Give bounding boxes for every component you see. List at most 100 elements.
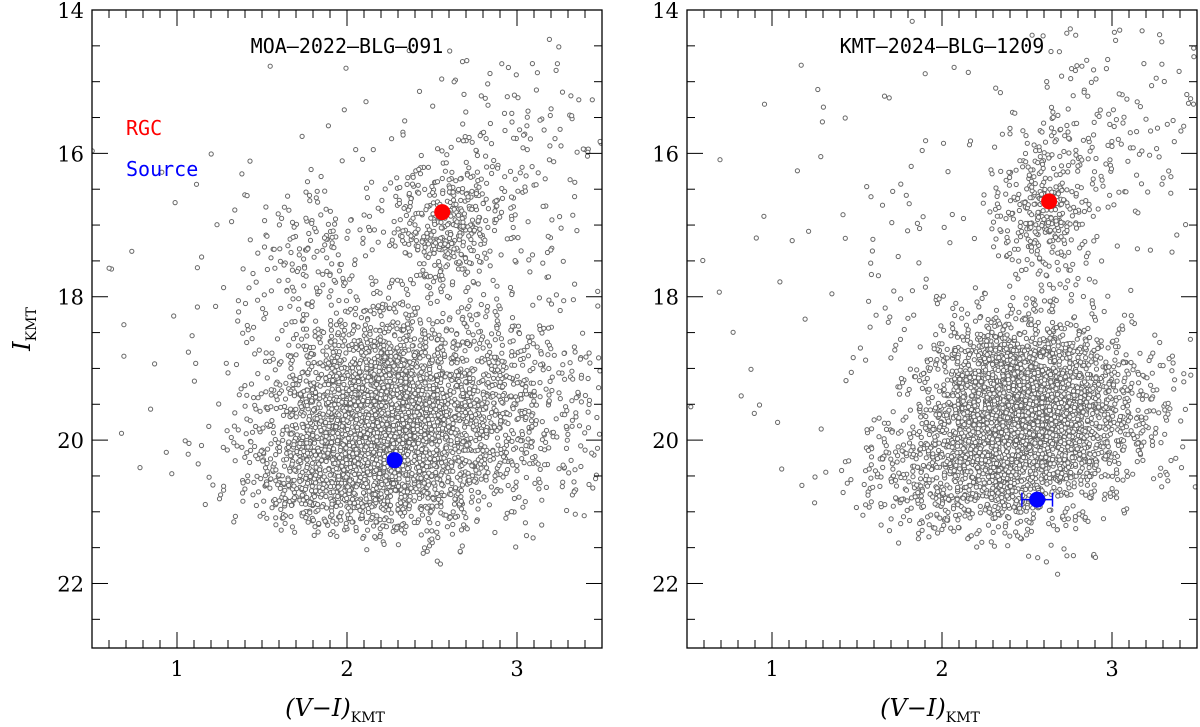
star-point [439,148,445,154]
star-point [417,495,423,501]
star-point [363,435,369,441]
star-point [367,331,373,337]
star-point [424,548,430,554]
star-point [319,504,325,510]
star-point [480,345,486,351]
star-point [514,380,520,386]
star-point [571,344,578,350]
star-point [351,490,357,496]
star-point [345,228,351,234]
star-point [335,330,341,336]
star-point [405,457,411,463]
star-point [374,513,380,519]
star-point [444,293,451,299]
star-point [528,439,534,445]
star-point [320,485,326,491]
star-point [489,170,495,177]
star-point [313,488,319,494]
star-point [578,463,584,470]
star-point [568,93,574,99]
star-point [505,64,511,71]
star-point [534,344,540,350]
star-point [514,463,520,469]
star-point [451,501,458,507]
star-point [263,389,269,395]
star-point [318,427,324,433]
star-point [460,121,466,127]
star-point [376,364,382,370]
star-point [273,393,279,399]
star-point [370,422,376,428]
star-point [239,444,245,450]
star-point [587,360,593,366]
star-point [365,317,371,323]
star-point [242,454,248,460]
star-point [378,402,384,408]
star-point [594,445,601,451]
star-point [345,426,351,433]
star-point [390,422,397,428]
panel-left-cmd: 1 2 31416182022MOA–2022–BLG–091(V−I)KMTIKM… [8,0,603,726]
star-point [148,406,154,412]
star-point [365,374,371,380]
star-point [370,303,376,309]
star-point [576,423,583,429]
star-point [255,489,262,495]
star-point [432,274,438,280]
star-point [359,385,366,391]
star-point [385,360,391,366]
star-point [291,495,297,501]
star-point [421,480,427,486]
star-point [385,295,392,301]
star-point [463,432,469,438]
star-point [279,215,285,221]
star-point [254,473,260,479]
star-point [434,298,440,304]
star-point [354,450,360,456]
star-point [322,188,328,194]
star-point [459,59,466,65]
star-point [341,381,347,388]
star-point [485,81,491,87]
star-point [441,351,447,357]
star-point [359,512,365,519]
star-point [429,435,435,441]
star-point [468,487,474,494]
star-point [317,288,323,295]
star-point [400,467,407,473]
star-point [309,483,315,489]
star-point [521,460,527,466]
star-point [459,266,465,272]
star-point [443,328,449,334]
star-point [293,414,299,420]
star-point [221,483,227,489]
star-point [315,375,321,382]
star-point [262,218,268,224]
star-point [445,474,451,480]
star-point [238,386,244,392]
star-point [539,497,545,503]
star-point [414,272,420,279]
star-point [384,421,390,427]
star-point [450,197,457,203]
star-point [420,267,426,273]
source-marker-left [386,452,403,469]
star-point [451,206,457,212]
star-point [315,501,321,508]
star-point [281,204,287,210]
star-point [568,457,574,463]
star-point [558,143,564,149]
star-point [541,127,547,133]
star-point [514,373,520,379]
star-point [258,476,264,482]
star-point [246,285,252,291]
star-point [503,515,509,521]
star-point [418,475,424,481]
star-point [573,395,579,401]
star-point [438,344,444,350]
star-point [465,269,471,275]
star-point [556,466,562,472]
star-point [351,500,357,506]
star-point [321,453,327,459]
star-point [463,109,469,115]
